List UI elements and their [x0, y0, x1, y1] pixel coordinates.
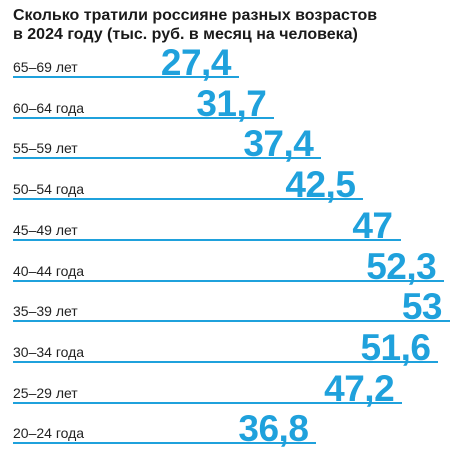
value-label: 27,4: [160, 42, 232, 83]
category-label: 50–54 года: [13, 181, 85, 198]
bar: [13, 279, 445, 282]
bar: [13, 320, 450, 323]
chart-title-line-2: в 2024 году (тыс. руб. в месяц на челове…: [13, 26, 358, 43]
category-label: 60–64 года: [13, 99, 85, 116]
chart-title-line-1: Сколько тратили россияне разных возрасто…: [13, 7, 378, 24]
value-label: 42,5: [285, 164, 356, 206]
bar-row: 45–49 лет 47: [0, 201, 470, 246]
category-label: 40–44 года: [13, 262, 85, 279]
chart-title: Сколько тратили россияне разных возрасто…: [13, 6, 453, 44]
bar-row: 65–69 лет 27,4: [0, 38, 470, 83]
bar-row: 35–39 лет 53: [0, 282, 470, 328]
value-label: 47: [352, 204, 393, 246]
value-label: 47,2: [324, 367, 395, 409]
bar-row: 30–34 года 51,6: [0, 323, 470, 368]
category-label: 20–24 года: [13, 425, 85, 442]
bar: [13, 116, 275, 119]
bar-row: 40–44 года 52,3: [0, 242, 470, 287]
bar-row: 50–54 года 42,5: [0, 160, 470, 206]
bar: [13, 360, 439, 363]
value-label: 52,3: [366, 245, 437, 287]
value-label: 53: [401, 286, 443, 328]
category-label: 65–69 лет: [13, 59, 78, 75]
bar: [13, 401, 403, 404]
category-label: 45–49 лет: [13, 221, 78, 238]
bar: [13, 238, 401, 241]
bar: [13, 157, 322, 160]
category-label: 35–39 лет: [13, 303, 78, 320]
bar: [13, 442, 317, 445]
bar-row: 25–29 лет 47,2: [0, 364, 470, 409]
value-label: 31,7: [196, 82, 267, 124]
category-label: 25–29 лет: [13, 384, 78, 401]
value-label: 51,6: [360, 326, 431, 368]
bar: [13, 76, 239, 78]
category-label: 55–59 лет: [13, 140, 78, 157]
value-label: 36,8: [238, 408, 309, 449]
bar-row: 20–24 года 36,8: [0, 404, 470, 449]
category-label: 30–34 года: [13, 343, 85, 360]
bar-row: 60–64 года 31,7: [0, 79, 470, 124]
bar-row: 55–59 лет 37,4: [0, 119, 470, 165]
value-label: 37,4: [243, 123, 314, 165]
bar: [13, 198, 364, 201]
